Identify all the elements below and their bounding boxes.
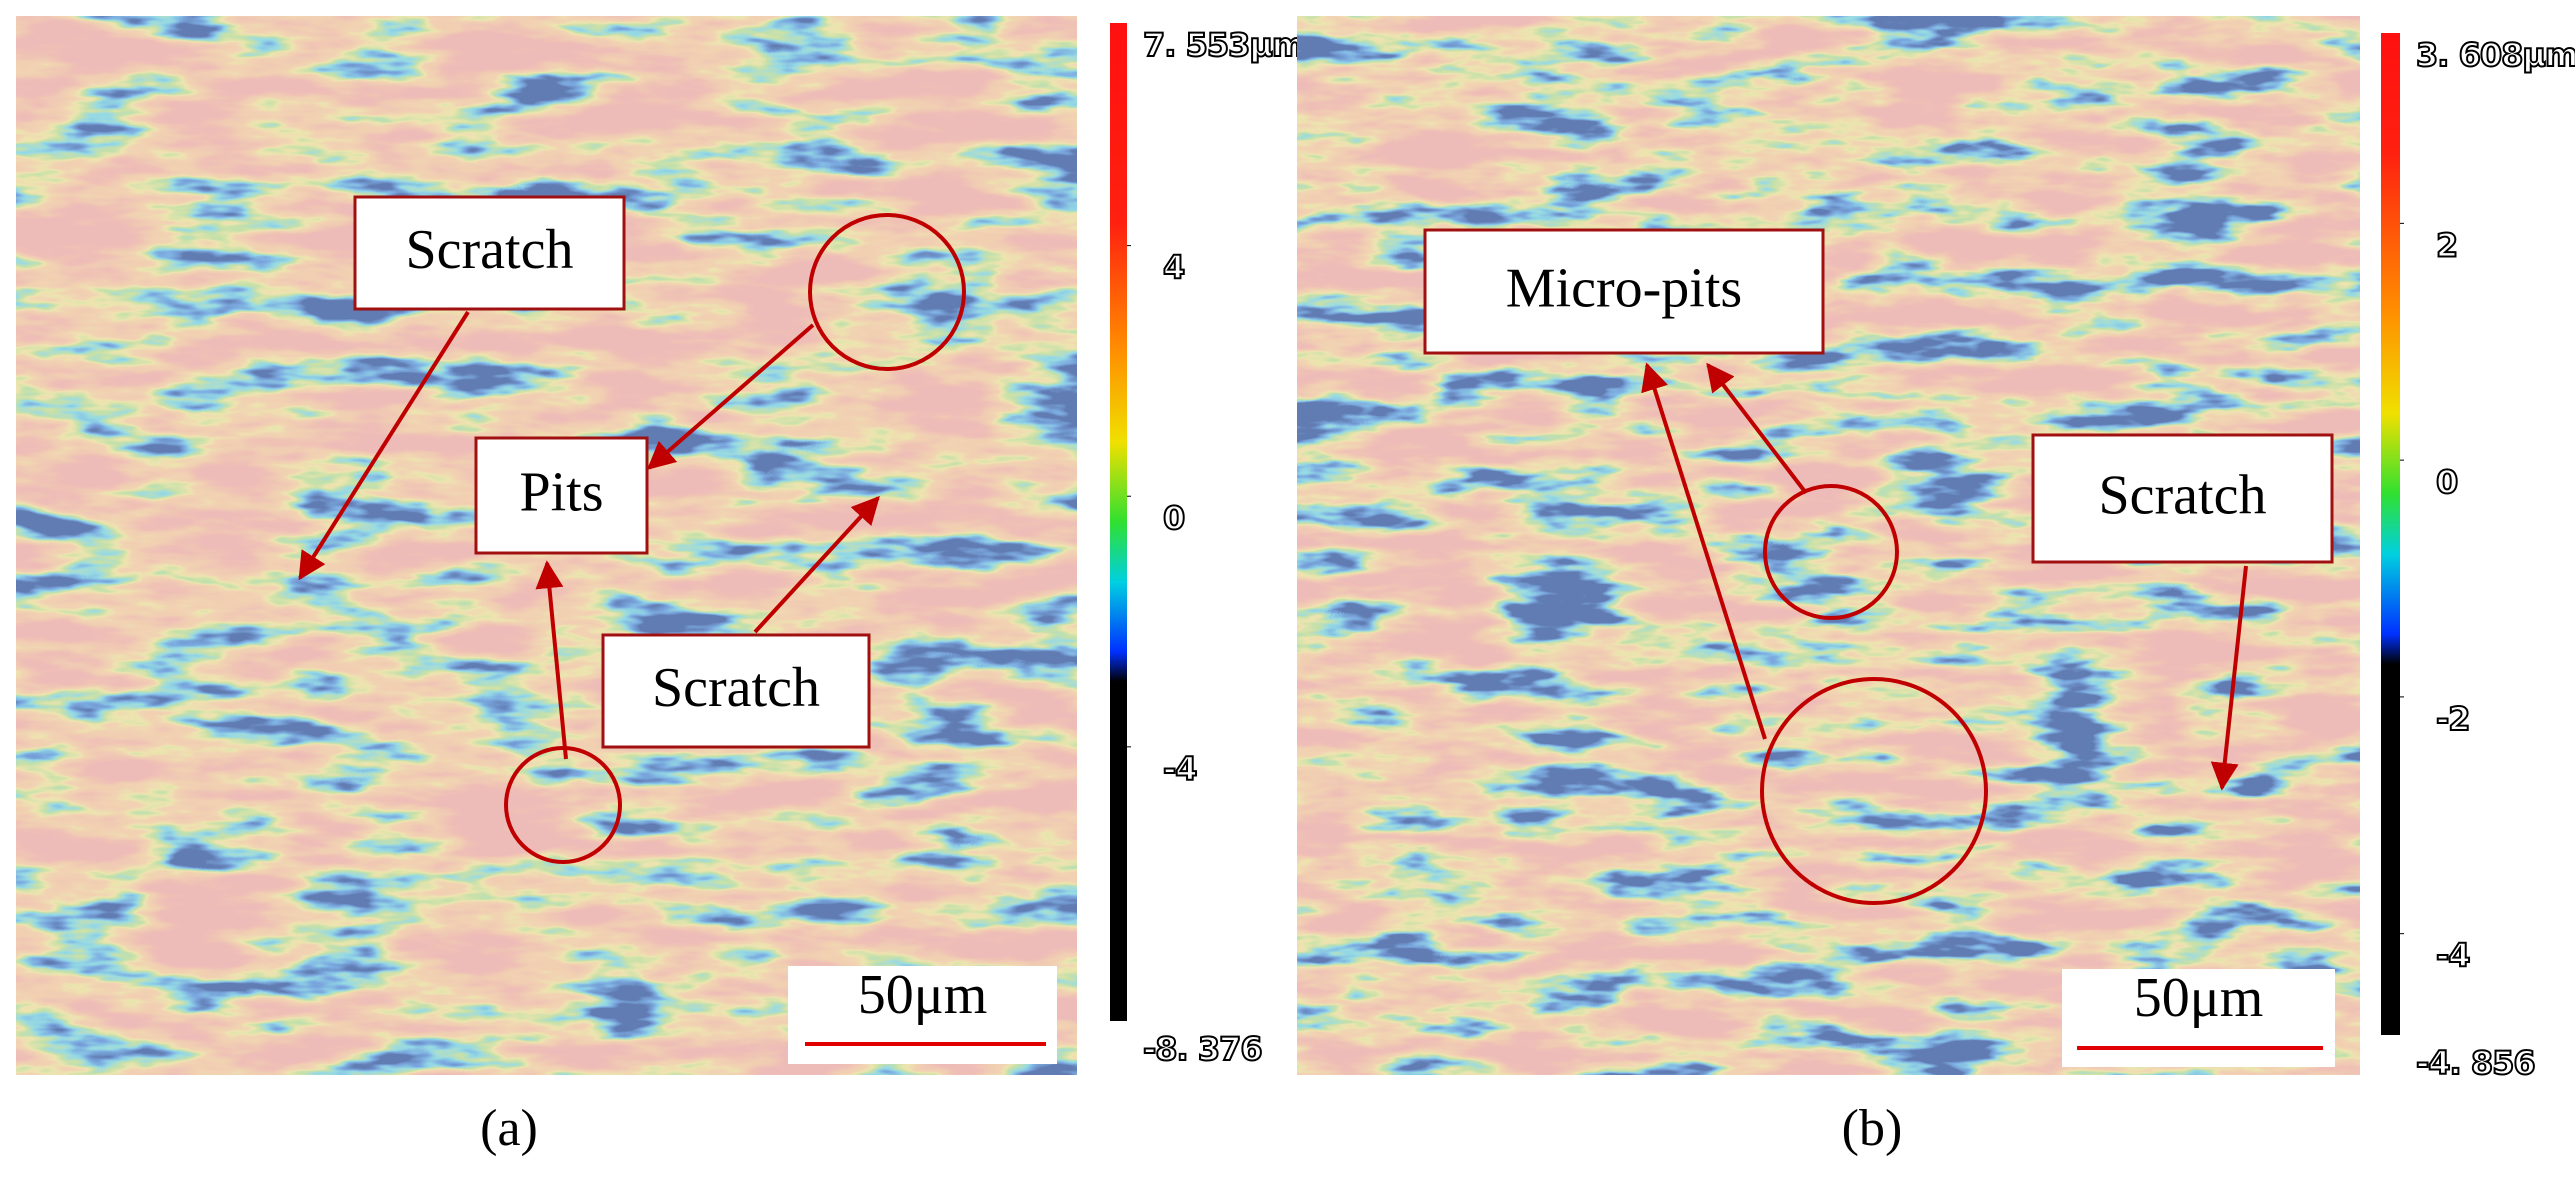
scale-bar-label: 50μm bbox=[2134, 967, 2264, 1029]
colorbar-tick-label: 2 bbox=[2436, 226, 2457, 264]
colorbar bbox=[1110, 23, 1127, 1021]
annotation-label: Scratch bbox=[406, 219, 574, 281]
colorbar-tick-label: 0 bbox=[1163, 499, 1184, 537]
panel-caption: (b) bbox=[1842, 1100, 1903, 1157]
colorbar-tick-label: -4 bbox=[1163, 750, 1197, 788]
annotation-label: Scratch bbox=[652, 657, 820, 719]
annotation-box bbox=[2031, 433, 2334, 564]
panel: Scratch Pits Scratch 50μm (a) 7. 553μm -8. 376… bbox=[16, 16, 1306, 1157]
scale-bar-box bbox=[788, 966, 1057, 1064]
panel: Micro-pits Scratch 50μm (b) 3. 608μm -4. 856 2… bbox=[1297, 16, 2575, 1157]
annotation-box bbox=[353, 195, 626, 311]
arrow bbox=[535, 560, 568, 760]
colorbar-tick-label: 4 bbox=[1163, 249, 1184, 287]
colorbar-tick-label: -4 bbox=[2436, 937, 2470, 975]
annotation-label: Pits bbox=[519, 461, 603, 523]
arrow bbox=[1706, 362, 1808, 495]
colorbar-tick-label: -2 bbox=[2436, 700, 2470, 738]
arrow bbox=[646, 323, 815, 470]
colorbar-max-label: 7. 553μm bbox=[1143, 26, 1304, 64]
colorbar bbox=[2381, 33, 2400, 1035]
scale-bar-label: 50μm bbox=[858, 964, 988, 1026]
colorbar-tick-label: 0 bbox=[2436, 463, 2457, 501]
colorbar-max-label: 3. 608μm bbox=[2416, 36, 2575, 74]
annotation-label: Scratch bbox=[2099, 464, 2267, 526]
annotation-box bbox=[1423, 228, 1825, 355]
scale-bar-box bbox=[2062, 969, 2335, 1067]
annotation-box bbox=[601, 633, 871, 749]
highlight-circle bbox=[1763, 484, 1899, 620]
annotation-box bbox=[474, 436, 649, 555]
arrow bbox=[298, 310, 470, 581]
colorbar-min-label: -4. 856 bbox=[2416, 1044, 2535, 1082]
colorbar-min-label: -8. 376 bbox=[1143, 1030, 1262, 1068]
arrow bbox=[2210, 565, 2248, 791]
highlight-circle bbox=[1760, 677, 1988, 905]
panel-caption: (a) bbox=[480, 1100, 538, 1157]
arrow bbox=[753, 495, 880, 634]
arrow bbox=[1641, 362, 1767, 740]
annotation-label: Micro-pits bbox=[1506, 257, 1742, 319]
highlight-circle bbox=[808, 213, 966, 371]
